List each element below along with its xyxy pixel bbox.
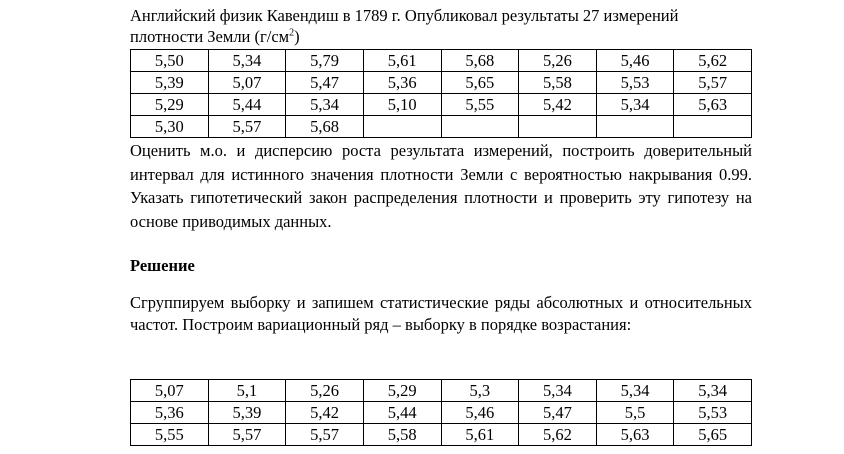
table-cell: 5,46 bbox=[440, 401, 520, 424]
table-cell: 5,44 bbox=[362, 401, 442, 424]
table-row: 5,36 5,39 5,42 5,44 5,46 5,47 5,5 5,53 bbox=[130, 401, 752, 424]
table-row: 5,29 5,44 5,34 5,10 5,55 5,42 5,34 5,63 bbox=[130, 93, 752, 116]
table-cell: 5,57 bbox=[673, 71, 752, 94]
superscript: 2 bbox=[289, 27, 295, 39]
table-cell: 5,5 bbox=[595, 401, 675, 424]
intro-text: Английский физик Кавендиш в 1789 г. Опуб… bbox=[130, 6, 679, 46]
table-cell: 5,07 bbox=[207, 71, 287, 94]
solution-text: Сгруппируем выборку и запишем статистиче… bbox=[130, 293, 752, 334]
table-cell: 5,57 bbox=[285, 423, 364, 446]
table-cell: 5,63 bbox=[595, 423, 675, 446]
empty-cell bbox=[440, 115, 520, 138]
table-cell: 5,36 bbox=[362, 71, 442, 94]
table-row: 5,39 5,07 5,47 5,36 5,65 5,58 5,53 5,57 bbox=[130, 71, 752, 94]
table-cell: 5,61 bbox=[362, 49, 442, 72]
empty-cell bbox=[362, 115, 442, 138]
task: Оценить м.о. и дисперсию роста результат… bbox=[130, 141, 752, 231]
table-cell: 5,3 bbox=[440, 379, 520, 402]
table-cell: 5,47 bbox=[518, 401, 597, 424]
table-cell: 5,39 bbox=[207, 401, 287, 424]
table1-wrap: 5,50 5,34 5,79 5,61 5,68 5,26 5,46 5,62 5,39 5,07… bbox=[130, 49, 752, 138]
empty-cell bbox=[518, 115, 597, 138]
table-cell: 5,55 bbox=[440, 93, 520, 116]
table1: 5,50 5,34 5,79 5,61 5,68 5,26 5,46 5,62 5,39 5,07… bbox=[130, 49, 752, 138]
table-cell: 5,62 bbox=[673, 49, 752, 72]
empty-cell bbox=[673, 115, 752, 138]
table-cell: 5,57 bbox=[207, 423, 287, 446]
table-row: 5,50 5,34 5,79 5,61 5,68 5,26 5,46 5,62 bbox=[130, 49, 752, 72]
intro-closing: ) bbox=[294, 27, 300, 46]
table2: 5,07 5,1 5,26 5,29 5,3 5,34 5,34 5,34 5,36 5,39 5,… bbox=[130, 379, 752, 446]
table-cell: 5,07 bbox=[130, 379, 209, 402]
table-cell: 5,47 bbox=[285, 71, 364, 94]
table2-wrap: 5,07 5,1 5,26 5,29 5,3 5,34 5,34 5,34 5,36 5,39 5,… bbox=[130, 379, 752, 446]
table-cell: 5,44 bbox=[207, 93, 287, 116]
table-cell: 5,34 bbox=[518, 379, 597, 402]
table-row: 5,30 5,57 5,68 bbox=[130, 115, 752, 138]
table-cell: 5,79 bbox=[285, 49, 364, 72]
table-cell: 5,55 bbox=[130, 423, 209, 446]
table-cell: 5,50 bbox=[130, 49, 209, 72]
table-cell: 5,29 bbox=[130, 93, 209, 116]
table-cell: 5,26 bbox=[518, 49, 597, 72]
table-cell: 5,1 bbox=[207, 379, 287, 402]
table-cell: 5,46 bbox=[595, 49, 675, 72]
table-cell: 5,30 bbox=[130, 115, 209, 138]
table-cell: 5,58 bbox=[518, 71, 597, 94]
table-cell: 5,68 bbox=[440, 49, 520, 72]
table-cell: 5,42 bbox=[285, 401, 364, 424]
table-cell: 5,63 bbox=[673, 93, 752, 116]
table-cell: 5,10 bbox=[362, 93, 442, 116]
table-cell: 5,42 bbox=[518, 93, 597, 116]
table-cell: 5,53 bbox=[595, 71, 675, 94]
table-cell: 5,34 bbox=[207, 49, 287, 72]
intro: Английский физик Кавендиш в 1789 г. Опуб… bbox=[130, 5, 752, 47]
table-cell: 5,34 bbox=[595, 93, 675, 116]
table-row: 5,07 5,1 5,26 5,29 5,3 5,34 5,34 5,34 bbox=[130, 379, 752, 402]
table-cell: 5,58 bbox=[362, 423, 442, 446]
table-cell: 5,65 bbox=[440, 71, 520, 94]
table-cell: 5,26 bbox=[285, 379, 364, 402]
table-cell: 5,57 bbox=[207, 115, 287, 138]
table-cell: 5,34 bbox=[595, 379, 675, 402]
table-cell: 5,68 bbox=[285, 115, 364, 138]
table-cell: 5,61 bbox=[440, 423, 520, 446]
table-cell: 5,34 bbox=[285, 93, 364, 116]
table-cell: 5,36 bbox=[130, 401, 209, 424]
table-cell: 5,62 bbox=[518, 423, 597, 446]
table-cell: 5,29 bbox=[362, 379, 442, 402]
table-cell: 5,39 bbox=[130, 71, 209, 94]
table-cell: 5,34 bbox=[673, 379, 752, 402]
table-cell: 5,65 bbox=[673, 423, 752, 446]
table-row: 5,55 5,57 5,57 5,58 5,61 5,62 5,63 5,65 bbox=[130, 423, 752, 446]
empty-cell bbox=[595, 115, 675, 138]
table-cell: 5,53 bbox=[673, 401, 752, 424]
solution-heading: Решение bbox=[130, 256, 195, 275]
